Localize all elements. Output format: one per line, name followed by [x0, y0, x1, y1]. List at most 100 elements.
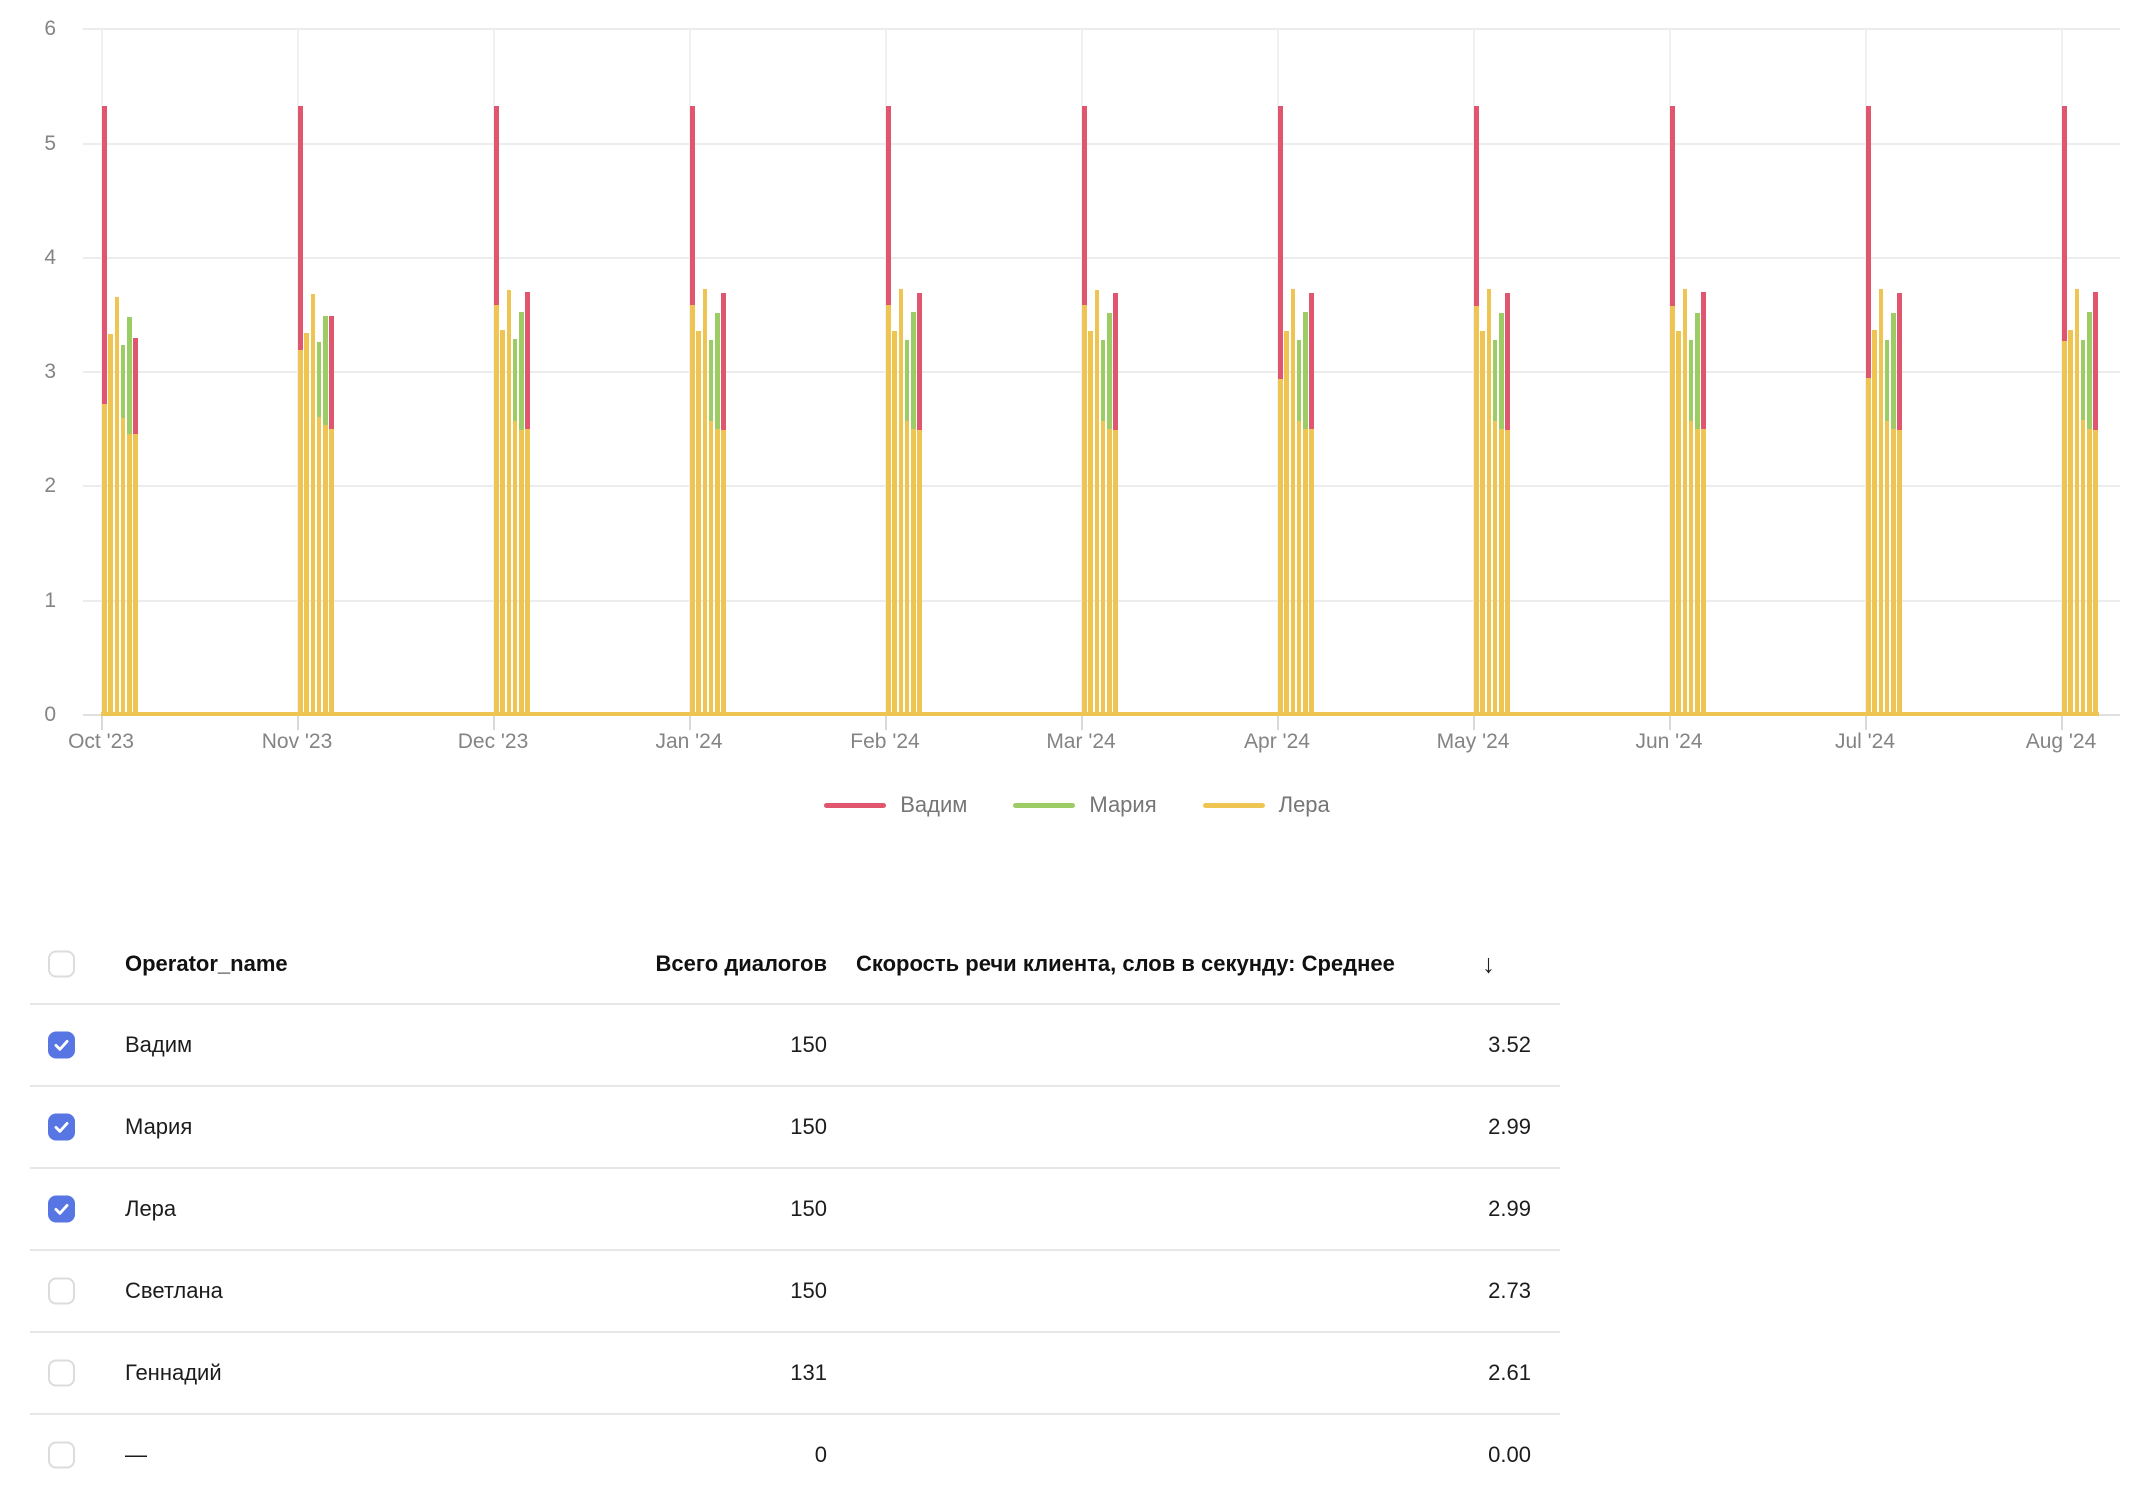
bar-vadim	[133, 338, 138, 715]
speech-rate-cell: 3.52	[1488, 1032, 1531, 1057]
legend-item-Вадим[interactable]: Вадим	[824, 792, 967, 818]
bar-lera	[1878, 289, 1883, 715]
x-axis-label: Jan '24	[655, 730, 723, 753]
operator-name-cell: Геннадий	[125, 1360, 222, 1385]
x-axis-label: Jun '24	[1635, 730, 1703, 753]
bar-lera-front	[2062, 341, 2067, 715]
x-axis-label: Jul '24	[1834, 730, 1896, 753]
bar-maria	[512, 339, 518, 715]
x-axis-label: Apr '24	[1244, 730, 1310, 753]
bar-lera-front	[329, 429, 334, 715]
bar-vadim	[1505, 293, 1510, 715]
bar-lera	[702, 289, 707, 715]
bar-maria	[519, 312, 524, 715]
bar-lera	[1094, 290, 1099, 715]
x-axis-label: May '24	[1436, 730, 1510, 753]
bar-lera-front	[120, 418, 126, 715]
bar-lera	[1290, 289, 1295, 715]
bar-maria	[2080, 340, 2086, 715]
sort-descending-icon[interactable]: ↓	[1482, 948, 1495, 979]
checkmark-icon	[54, 1122, 69, 1133]
bar-lera	[310, 294, 315, 715]
bar-lera-front	[525, 429, 530, 715]
legend-item-Лера[interactable]: Лера	[1202, 792, 1330, 818]
y-axis-label: 0	[44, 703, 56, 726]
bar-maria	[127, 317, 132, 715]
bar-vadim	[690, 106, 695, 715]
bar-vadim	[329, 316, 334, 715]
row-checkbox-unchecked[interactable]	[48, 1441, 75, 1469]
bar-maria	[1303, 312, 1308, 715]
row-checkbox-unchecked[interactable]	[48, 1359, 75, 1387]
bar-lera-front	[1107, 429, 1112, 715]
bar-vadim	[102, 106, 107, 715]
bar-lera-front	[519, 430, 524, 715]
bar-lera-front	[2080, 420, 2086, 715]
bar-maria	[1884, 340, 1890, 715]
total-dialogs-cell: 0	[814, 1442, 827, 1467]
bar-lera	[500, 330, 505, 715]
bar-vadim	[721, 293, 726, 715]
row-checkbox-checked[interactable]	[48, 1195, 75, 1223]
speech-rate-bar-chart: 0 1 2 3 4 5 6 Oct '23 Nov '23 Dec '23 Jan '24 Feb '…	[44, 17, 2120, 753]
bar-maria	[1499, 313, 1504, 715]
bar-lera-front	[1866, 378, 1871, 715]
bar-lera	[1088, 331, 1093, 715]
total-dialogs-cell: 150	[790, 1114, 827, 1139]
table-row: Геннадий 131 2.61	[30, 1333, 1560, 1415]
operator-name-cell: Вадим	[125, 1032, 193, 1057]
operator-name-cell: Мария	[125, 1114, 193, 1139]
operator-name-cell: Светлана	[125, 1278, 223, 1303]
row-checkbox-unchecked[interactable]	[48, 1277, 75, 1305]
bar-lera-front	[1670, 306, 1675, 715]
legend-line-swatch	[1013, 802, 1076, 808]
bar-vadim	[886, 106, 891, 715]
operators-table: Operator_name Всего диалогов Скорость ре…	[30, 925, 1560, 1492]
speech-rate-cell: 0.00	[1488, 1442, 1531, 1467]
bar-lera	[506, 290, 511, 715]
bar-maria	[904, 340, 910, 715]
bar-maria	[708, 340, 714, 715]
select-all-checkbox[interactable]	[48, 950, 75, 978]
row-checkbox-checked[interactable]	[48, 1113, 75, 1141]
bar-maria	[1100, 340, 1106, 715]
y-axis-label: 4	[44, 246, 56, 269]
legend-item-Мария[interactable]: Мария	[1013, 792, 1157, 818]
bar-lera-front	[316, 417, 322, 715]
bar-vadim	[1670, 106, 1675, 715]
row-checkbox-checked[interactable]	[48, 1031, 75, 1059]
bar-lera-front	[1474, 306, 1479, 715]
bar-lera	[1480, 331, 1485, 715]
bar-maria	[1891, 313, 1896, 715]
x-axis-tick	[1277, 715, 1279, 730]
bar-vadim	[1474, 106, 1479, 715]
gridline-y-6	[83, 28, 2120, 30]
table-row: — 0 0.00	[30, 1415, 1560, 1492]
bar-lera	[892, 331, 897, 715]
bar-lera	[1486, 289, 1491, 715]
x-axis-tick	[101, 715, 103, 730]
bar-lera-front	[721, 430, 726, 715]
bar-vadim	[2093, 292, 2098, 715]
bar-lera-front	[1505, 430, 1510, 715]
speech-rate-cell: 2.99	[1488, 1114, 1531, 1139]
bar-lera-front	[1303, 429, 1308, 715]
bar-lera	[1284, 331, 1289, 715]
bar-vadim	[298, 106, 303, 715]
bar-lera-front	[1884, 421, 1890, 715]
x-axis-tick	[1865, 715, 1867, 730]
bar-lera-front	[1701, 429, 1706, 715]
y-axis-label: 3	[44, 360, 56, 383]
total-dialogs-cell: 150	[790, 1196, 827, 1221]
bar-lera-front	[886, 305, 891, 715]
bar-lera-front	[1113, 430, 1118, 715]
table-row: Лера 150 2.99	[30, 1169, 1560, 1251]
operator-name-cell: Лера	[125, 1196, 177, 1221]
bar-maria	[120, 345, 126, 715]
bar-lera	[1676, 331, 1681, 715]
bar-lera-front	[1897, 430, 1902, 715]
bar-vadim	[1309, 293, 1314, 715]
bar-vadim	[1866, 106, 1871, 715]
x-axis-label: Oct '23	[68, 730, 134, 753]
